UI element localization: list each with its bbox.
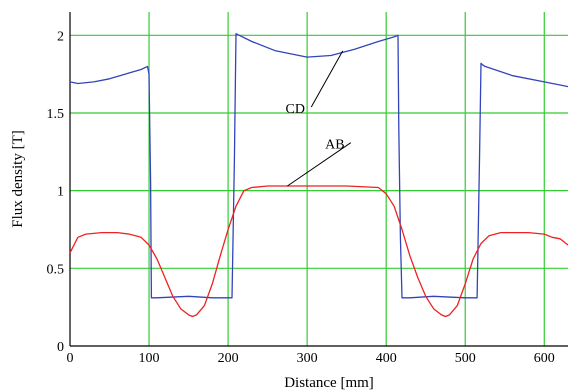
annotation-leader-cd [310,50,344,108]
y-tick-label: 0.5 [47,262,65,277]
x-tick-label: 0 [67,351,74,366]
series-lines [69,33,569,318]
x-tick-label: 400 [376,351,397,366]
y-axis-label: Flux density [T] [10,130,26,228]
y-tick-label: 0 [57,340,64,355]
series-label-ab: AB [325,138,344,153]
x-tick-label: 100 [139,351,160,366]
series-line-ab [69,185,569,318]
axes [69,12,568,347]
y-tick-label: 1.5 [47,107,65,122]
y-tick-label: 2 [57,29,64,44]
x-tick-label: 200 [218,351,239,366]
x-tick-label: 500 [455,351,476,366]
x-axis-label: Distance [mm] [284,375,374,391]
series-annotations: CD AB [286,50,352,187]
series-label-cd: CD [286,102,305,117]
tick-labels: 0 100 200 300 400 500 600 0 0.5 1 1.5 2 [47,29,555,366]
annotation-leader-ab [287,142,352,187]
y-tick-label: 1 [57,185,64,200]
x-tick-label: 300 [297,351,318,366]
series-line-cd [69,33,569,299]
x-tick-label: 600 [534,351,555,366]
grid [70,12,568,346]
